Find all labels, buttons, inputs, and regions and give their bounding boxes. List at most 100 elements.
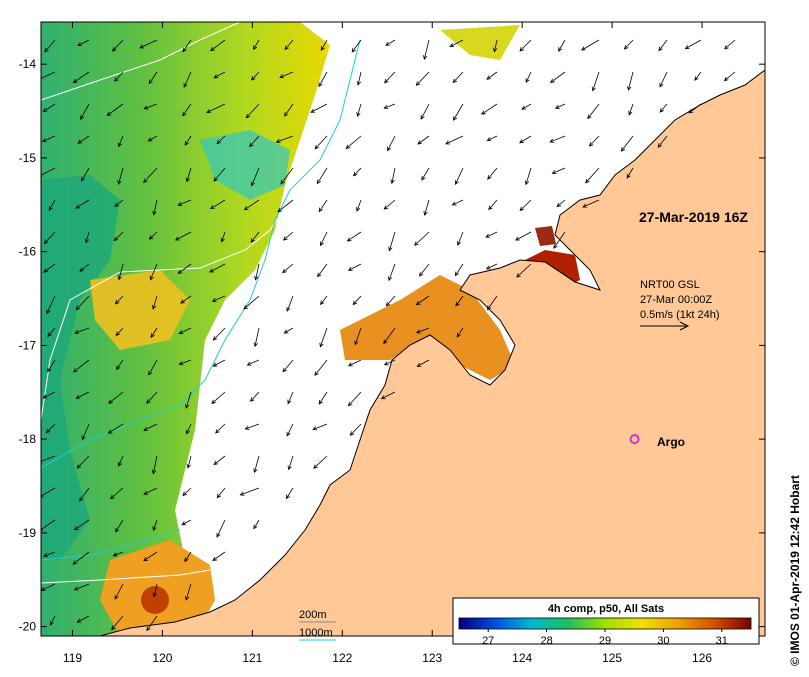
current-arrow	[384, 71, 396, 84]
current-arrow	[516, 263, 532, 278]
current-arrow-head	[44, 47, 49, 53]
current-arrow	[245, 423, 260, 430]
current-arrow	[445, 135, 464, 145]
current-arrow-head	[516, 273, 521, 278]
current-arrow	[316, 167, 328, 184]
current-arrow-head	[387, 146, 392, 152]
current-arrow-head	[284, 45, 289, 51]
current-arrow-head	[115, 527, 120, 533]
current-arrow-head	[519, 206, 525, 212]
current-arrow-head	[628, 110, 633, 116]
current-arrow	[519, 39, 532, 52]
current-arrow-head	[627, 86, 632, 91]
current-arrow	[453, 103, 464, 121]
current-arrow-head	[345, 144, 351, 150]
current-arrow	[724, 71, 736, 81]
current-arrow-head	[73, 586, 79, 591]
current-arrow	[627, 71, 634, 91]
current-arrow	[41, 167, 56, 176]
current-arrow-head	[283, 329, 289, 334]
current-scale-label: 0.5m/s (1kt 24h)	[640, 309, 719, 321]
current-arrow	[187, 455, 192, 469]
current-arrow	[515, 231, 532, 241]
current-arrow-head	[215, 428, 220, 434]
current-arrow-head	[74, 526, 79, 531]
x-tick-label: 122	[332, 651, 352, 665]
current-arrow	[181, 519, 192, 526]
current-arrow-head	[183, 83, 188, 88]
current-legend: NRT00 GSL 27-Mar 00:00Z 0.5m/s (1kt 24h)	[640, 279, 719, 331]
current-arrow-head	[279, 74, 285, 79]
current-arrow-head	[280, 179, 285, 185]
current-arrow	[519, 199, 532, 211]
land-mass	[99, 22, 765, 636]
current-arrow	[685, 39, 702, 50]
current-arrow	[424, 199, 430, 216]
current-arrow-head	[319, 241, 324, 247]
current-arrow	[77, 39, 90, 46]
current-arrow	[553, 231, 566, 249]
current-arrow-head	[80, 176, 86, 182]
current-arrow	[288, 455, 294, 470]
current-arrow	[118, 455, 124, 467]
current-arrow	[550, 71, 566, 83]
current-arrow-head	[384, 78, 389, 84]
current-arrow	[581, 39, 600, 51]
current-arrow	[417, 135, 430, 145]
current-arrow	[455, 167, 464, 185]
current-arrow	[41, 583, 56, 591]
current-arrow	[81, 423, 90, 440]
current-arrow-head	[515, 236, 520, 241]
contour-200m-south	[41, 569, 211, 584]
current-arrow	[146, 391, 158, 404]
current-arrow	[116, 359, 124, 370]
current-arrow-head	[312, 426, 318, 431]
current-arrow	[215, 423, 226, 434]
current-arrow	[150, 263, 158, 280]
current-arrow	[320, 39, 328, 51]
argo-label: Argo	[657, 435, 685, 449]
sst-cool-patch	[41, 175, 120, 560]
current-arrow-head	[49, 620, 54, 626]
current-arrow	[114, 583, 124, 600]
current-arrow-head	[75, 305, 81, 311]
current-arrow	[184, 135, 192, 146]
current-arrow	[284, 327, 294, 334]
current-arrow-head	[254, 275, 259, 281]
current-arrow	[417, 359, 430, 367]
current-arrow-head	[143, 426, 148, 431]
current-arrow-head	[658, 46, 663, 52]
current-arrow	[416, 71, 430, 86]
current-arrow-head	[455, 301, 460, 307]
current-arrow-head	[587, 114, 592, 120]
y-tick-label: -18	[19, 432, 37, 446]
current-arrow-head	[416, 362, 422, 367]
current-arrow-head	[284, 112, 289, 117]
current-arrow-head	[72, 78, 78, 84]
y-tick-label: -16	[19, 245, 37, 259]
current-arrow	[320, 295, 328, 305]
current-arrow	[587, 103, 600, 119]
current-arrow	[624, 39, 634, 50]
current-arrow-head	[139, 44, 144, 49]
current-arrow	[357, 71, 362, 86]
current-arrow	[244, 199, 260, 211]
current-arrow-head	[45, 428, 51, 434]
current-arrow-head	[415, 300, 421, 306]
current-arrow	[255, 263, 260, 280]
current-arrow	[250, 231, 260, 243]
y-tick-label: -15	[19, 151, 37, 165]
current-arrow	[348, 391, 362, 407]
current-arrow-head	[72, 368, 78, 373]
current-arrow-head	[174, 236, 180, 241]
current-arrow-head	[287, 465, 292, 471]
current-arrow	[348, 359, 362, 367]
current-arrow-head	[488, 205, 493, 211]
current-arrow	[519, 135, 532, 144]
current-arrow-head	[151, 469, 157, 475]
current-arrow	[113, 551, 124, 557]
y-tick-label: -19	[19, 526, 37, 540]
sst-cyan-patch	[200, 130, 290, 200]
current-arrow	[555, 103, 566, 109]
